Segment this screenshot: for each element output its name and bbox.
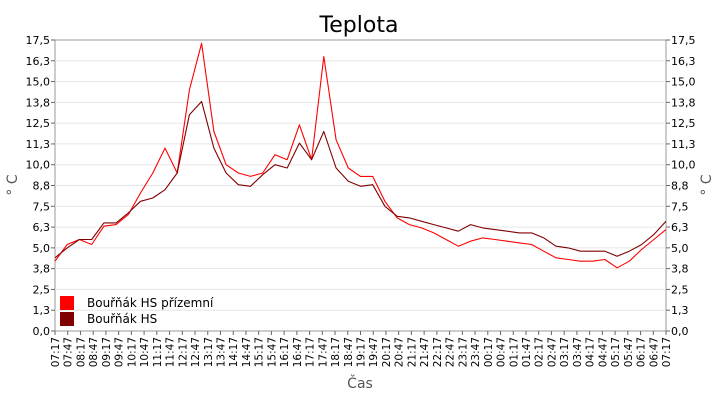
series-line-1 [54, 42, 667, 269]
gridlines [55, 60, 666, 311]
x-tick-label: 16:47 [292, 337, 304, 367]
y-axis-label-right: ° C [699, 174, 715, 195]
x-tick-label: 08:17 [75, 337, 87, 367]
y-tick-label: 3,8 [671, 263, 689, 276]
x-tick-label: 10:47 [139, 337, 151, 367]
x-tick-label: 06:47 [648, 337, 660, 367]
x-tick-label: 19:17 [356, 337, 368, 367]
y-tick-label: 15,0 [26, 76, 51, 89]
x-tick-label: 14:17 [228, 337, 240, 367]
y-tick-label: 6,3 [33, 221, 51, 234]
y-tick-label: 8,8 [33, 180, 51, 193]
y-tick-label: 16,3 [671, 55, 696, 68]
x-tick-label: 20:47 [394, 337, 406, 367]
x-tick-label: 05:47 [623, 337, 635, 367]
y-tick-label: 2,5 [33, 283, 51, 296]
x-tick-label: 13:47 [215, 337, 227, 367]
x-tick-label: 12:17 [177, 337, 189, 367]
x-tick-label: 18:47 [343, 337, 355, 367]
x-tick-label: 16:17 [279, 337, 291, 367]
y-tick-label: 0,0 [33, 325, 51, 338]
x-tick-label: 17:47 [317, 337, 329, 367]
x-tick-label: 06:17 [636, 337, 648, 367]
y-tick-label: 11,3 [26, 138, 51, 151]
x-tick-label: 03:47 [572, 337, 584, 367]
y-tick-label: 7,5 [33, 200, 51, 213]
legend-swatch [60, 296, 74, 310]
y-axis-right: 0,0 1,3 2,5 3,8 5,0 6,3 7,5 8,8 10,0 11,3 12,5 13,8… [666, 34, 696, 338]
x-tick-label: 04:17 [585, 337, 597, 367]
y-tick-label: 17,5 [26, 34, 51, 47]
y-tick-label: 10,0 [26, 159, 51, 172]
y-tick-label: 7,5 [671, 200, 689, 213]
x-tick-label: 19:47 [368, 337, 380, 367]
y-tick-label: 2,5 [671, 283, 689, 296]
x-tick-label: 21:17 [406, 337, 418, 367]
chart-title: Teplota [319, 13, 399, 38]
legend: Bouřňák HS přízemní Bouřňák HS [60, 296, 214, 326]
y-tick-label: 12,5 [26, 117, 51, 130]
x-tick-label: 14:47 [241, 337, 253, 367]
y-tick-label: 12,5 [671, 117, 696, 130]
y-tick-label: 5,0 [33, 242, 51, 255]
x-tick-label: 07:17 [50, 337, 62, 367]
x-tick-label: 10:17 [126, 337, 138, 367]
y-tick-label: 3,8 [33, 263, 51, 276]
x-tick-label: 15:47 [266, 337, 278, 367]
y-tick-label: 13,8 [671, 96, 696, 109]
x-tick-label: 20:17 [381, 337, 393, 367]
series-line-2 [54, 100, 667, 259]
x-tick-label: 01:47 [521, 337, 533, 367]
x-tick-label: 17:17 [305, 337, 317, 367]
y-tick-label: 13,8 [26, 96, 51, 109]
y-tick-label: 10,0 [671, 159, 696, 172]
y-tick-label: 11,3 [671, 138, 696, 151]
x-tick-label: 02:17 [534, 337, 546, 367]
y-axis-left: 0,0 1,3 2,5 3,8 5,0 6,3 7,5 8,8 10,0 11,3 12,5 13,8… [26, 34, 55, 338]
x-tick-label: 02:47 [546, 337, 558, 367]
x-tick-label: 23:47 [470, 337, 482, 367]
x-tick-label: 01:17 [508, 337, 520, 367]
legend-label: Bouřňák HS přízemní [87, 296, 214, 310]
y-tick-label: 8,8 [671, 180, 689, 193]
x-tick-label: 00:47 [496, 337, 508, 367]
y-tick-label: 16,3 [26, 55, 51, 68]
y-tick-label: 15,0 [671, 76, 696, 89]
x-tick-label: 09:17 [101, 337, 113, 367]
x-tick-label: 07:17 [661, 337, 673, 367]
x-axis: 07:17 07:47 08:17 08:47 09:17 09:47 10:17 10:47… [50, 331, 673, 367]
x-axis-label: Čas [347, 374, 373, 392]
x-tick-label: 07:47 [63, 337, 75, 367]
series-group [54, 42, 667, 269]
y-tick-label: 1,3 [671, 304, 689, 317]
x-tick-label: 22:47 [445, 337, 457, 367]
y-tick-label: 17,5 [671, 34, 696, 47]
x-tick-label: 13:17 [203, 337, 215, 367]
x-tick-label: 15:17 [254, 337, 266, 367]
x-tick-label: 03:17 [559, 337, 571, 367]
x-tick-label: 11:17 [152, 337, 164, 367]
x-tick-label: 18:17 [330, 337, 342, 367]
x-tick-label: 21:47 [419, 337, 431, 367]
x-tick-label: 09:47 [114, 337, 126, 367]
x-tick-label: 12:47 [190, 337, 202, 367]
y-tick-label: 6,3 [671, 221, 689, 234]
x-tick-label: 04:47 [597, 337, 609, 367]
x-tick-label: 05:17 [610, 337, 622, 367]
x-tick-label: 11:47 [165, 337, 177, 367]
y-axis-label-left: ° C [5, 174, 21, 195]
y-tick-label: 0,0 [671, 325, 689, 338]
y-tick-label: 5,0 [671, 242, 689, 255]
legend-label: Bouřňák HS [87, 312, 157, 326]
x-tick-label: 08:47 [88, 337, 100, 367]
x-tick-label: 00:17 [483, 337, 495, 367]
x-tick-label: 22:17 [432, 337, 444, 367]
legend-swatch [60, 312, 74, 326]
x-tick-label: 23:17 [457, 337, 469, 367]
y-tick-label: 1,3 [33, 304, 51, 317]
